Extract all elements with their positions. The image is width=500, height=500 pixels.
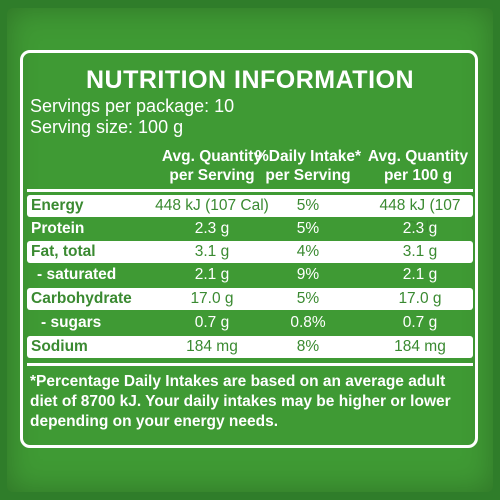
row-label: - sugars bbox=[41, 314, 102, 331]
row-label: Protein bbox=[31, 220, 85, 237]
table-row: Sodium 184 mg 8% 184 mg bbox=[27, 336, 473, 358]
per-100g-value: 17.0 g bbox=[398, 290, 442, 307]
per-serving-value: 0.7 g bbox=[194, 314, 230, 331]
column-header-line: Avg. Quantity bbox=[161, 148, 263, 165]
per-serving-value: 2.3 g bbox=[194, 220, 230, 237]
column-header-line: Avg. Quantity bbox=[367, 148, 469, 165]
column-header-per-100g: Avg. Quantity per 100 g bbox=[363, 147, 473, 185]
daily-intake-value: 4% bbox=[296, 243, 320, 260]
row-label: Carbohydrate bbox=[31, 290, 132, 307]
daily-intake-value: 5% bbox=[296, 197, 320, 214]
daily-intake-value: 9% bbox=[296, 266, 320, 283]
per-serving-value: 17.0 g bbox=[190, 290, 234, 307]
daily-intake-value: 8% bbox=[296, 338, 320, 355]
per-100g-value: 0.7 g bbox=[402, 314, 438, 331]
table-row: Protein 2.3 g 5% 2.3 g bbox=[27, 218, 473, 240]
column-header-per-serving: Avg. Quantity per Serving bbox=[147, 147, 277, 185]
daily-intake-value: 5% bbox=[296, 220, 320, 237]
servings-per-package: Servings per package: 10 bbox=[30, 96, 235, 116]
footer-divider bbox=[27, 363, 473, 366]
row-label: Sodium bbox=[31, 338, 88, 355]
serving-size: Serving size: 100 g bbox=[30, 117, 184, 137]
row-label: Fat, total bbox=[31, 243, 96, 260]
column-header-daily-intake: %Daily Intake* per Serving bbox=[253, 147, 363, 185]
per-100g-value: 2.3 g bbox=[402, 220, 438, 237]
per-100g-value: 3.1 g bbox=[402, 243, 438, 260]
per-100g-value: 448 kJ (107 Cal) bbox=[379, 197, 461, 236]
table-row: Fat, total 3.1 g 4% 3.1 g bbox=[27, 241, 473, 263]
row-label: - saturated bbox=[37, 266, 117, 283]
daily-intake-value: 5% bbox=[296, 290, 320, 307]
column-header-line: per Serving bbox=[169, 167, 255, 184]
row-label: Energy bbox=[31, 197, 84, 214]
daily-intake-value: 0.8% bbox=[290, 314, 326, 331]
table-row: Energy 448 kJ (107 Cal) 5% 448 kJ (107 C… bbox=[27, 195, 473, 236]
column-header-line: per Serving bbox=[265, 167, 351, 184]
table-row: Carbohydrate 17.0 g 5% 17.0 g bbox=[27, 288, 473, 310]
footnote: *Percentage Daily Intakes are based on a… bbox=[30, 373, 451, 430]
per-serving-value: 184 mg bbox=[186, 338, 238, 355]
per-100g-value: 2.1 g bbox=[402, 266, 438, 283]
table-row: - sugars 0.7 g 0.8% 0.7 g bbox=[27, 312, 473, 334]
per-100g-value: 184 mg bbox=[394, 338, 446, 355]
nutrition-panel-border bbox=[20, 50, 478, 448]
column-header-line: per 100 g bbox=[383, 167, 453, 184]
panel-title: NUTRITION INFORMATION bbox=[85, 66, 415, 94]
header-divider bbox=[27, 189, 473, 192]
column-header-line: %Daily Intake* bbox=[255, 148, 361, 165]
per-serving-value: 448 kJ (107 Cal) bbox=[155, 197, 269, 214]
table-row: - saturated 2.1 g 9% 2.1 g bbox=[27, 264, 473, 286]
per-serving-value: 2.1 g bbox=[194, 266, 230, 283]
per-serving-value: 3.1 g bbox=[194, 243, 230, 260]
